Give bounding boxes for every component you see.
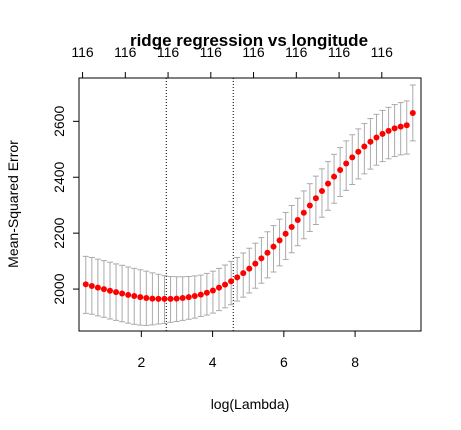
data-point xyxy=(288,224,295,231)
data-point xyxy=(155,295,162,302)
data-point xyxy=(264,249,271,256)
data-point xyxy=(143,295,150,302)
data-point xyxy=(355,148,362,155)
data-point xyxy=(82,281,89,288)
data-point xyxy=(234,274,241,281)
data-point xyxy=(149,295,156,302)
data-point xyxy=(325,180,332,187)
data-point xyxy=(367,138,374,145)
data-point xyxy=(282,230,289,237)
data-points xyxy=(82,109,416,302)
data-point xyxy=(397,123,404,130)
top-tick-label: 116 xyxy=(242,44,265,60)
data-point xyxy=(191,293,198,300)
chart-title: ridge regression vs longitude xyxy=(130,31,368,50)
data-point xyxy=(240,270,247,277)
data-point xyxy=(294,217,301,224)
data-point xyxy=(409,109,416,116)
x-tick-label: 4 xyxy=(209,354,217,370)
data-point xyxy=(373,134,380,141)
top-tick-label: 116 xyxy=(157,44,180,60)
data-point xyxy=(185,294,192,301)
y-axis-label: Mean-Squared Error xyxy=(5,140,21,268)
data-point xyxy=(343,160,350,167)
y-tick-label: 2000 xyxy=(51,273,67,304)
top-tick-label: 116 xyxy=(200,44,223,60)
y-tick-label: 2200 xyxy=(51,217,67,248)
data-point xyxy=(113,289,120,296)
data-point xyxy=(270,243,277,250)
data-point xyxy=(337,166,344,173)
data-point xyxy=(276,237,283,244)
data-point xyxy=(252,260,259,267)
data-point xyxy=(403,122,410,129)
x-axis: 2 4 6 8 xyxy=(137,330,359,370)
data-point xyxy=(125,291,132,298)
top-tick-label: 116 xyxy=(371,44,394,60)
data-point xyxy=(306,202,313,209)
data-point xyxy=(161,295,168,302)
data-point xyxy=(228,278,235,285)
data-point xyxy=(258,255,265,262)
data-point xyxy=(361,143,368,150)
error-bars xyxy=(82,84,416,326)
y-tick-label: 2600 xyxy=(51,106,67,137)
x-tick-label: 6 xyxy=(280,354,288,370)
data-point xyxy=(391,125,398,132)
data-point xyxy=(131,293,138,300)
data-point xyxy=(385,127,392,134)
data-point xyxy=(349,154,356,161)
data-point xyxy=(106,287,113,294)
data-point xyxy=(179,295,186,302)
data-point xyxy=(222,281,229,288)
data-point xyxy=(246,265,253,272)
y-axis: 2000 2200 2400 2600 xyxy=(51,106,80,305)
x-tick-label: 2 xyxy=(137,354,145,370)
data-point xyxy=(94,284,101,291)
data-point xyxy=(173,295,180,302)
data-point xyxy=(119,290,126,297)
top-tick-label: 116 xyxy=(71,44,94,60)
data-point xyxy=(331,173,338,180)
y-tick-label: 2400 xyxy=(51,161,67,192)
data-point xyxy=(203,289,210,296)
data-point xyxy=(209,287,216,294)
top-tick-label: 116 xyxy=(114,44,137,60)
top-tick-label: 116 xyxy=(285,44,308,60)
reference-lines xyxy=(165,78,234,331)
data-point xyxy=(216,284,223,291)
x-tick-label: 8 xyxy=(351,354,359,370)
data-point xyxy=(137,294,144,301)
data-point xyxy=(300,209,307,216)
data-point xyxy=(100,286,107,293)
data-point xyxy=(167,295,174,302)
data-point xyxy=(312,195,319,202)
data-point xyxy=(88,282,95,289)
data-point xyxy=(318,187,325,194)
top-tick-label: 116 xyxy=(328,44,351,60)
x-axis-label: log(Lambda) xyxy=(211,396,290,412)
data-point xyxy=(379,130,386,137)
data-point xyxy=(197,291,204,298)
